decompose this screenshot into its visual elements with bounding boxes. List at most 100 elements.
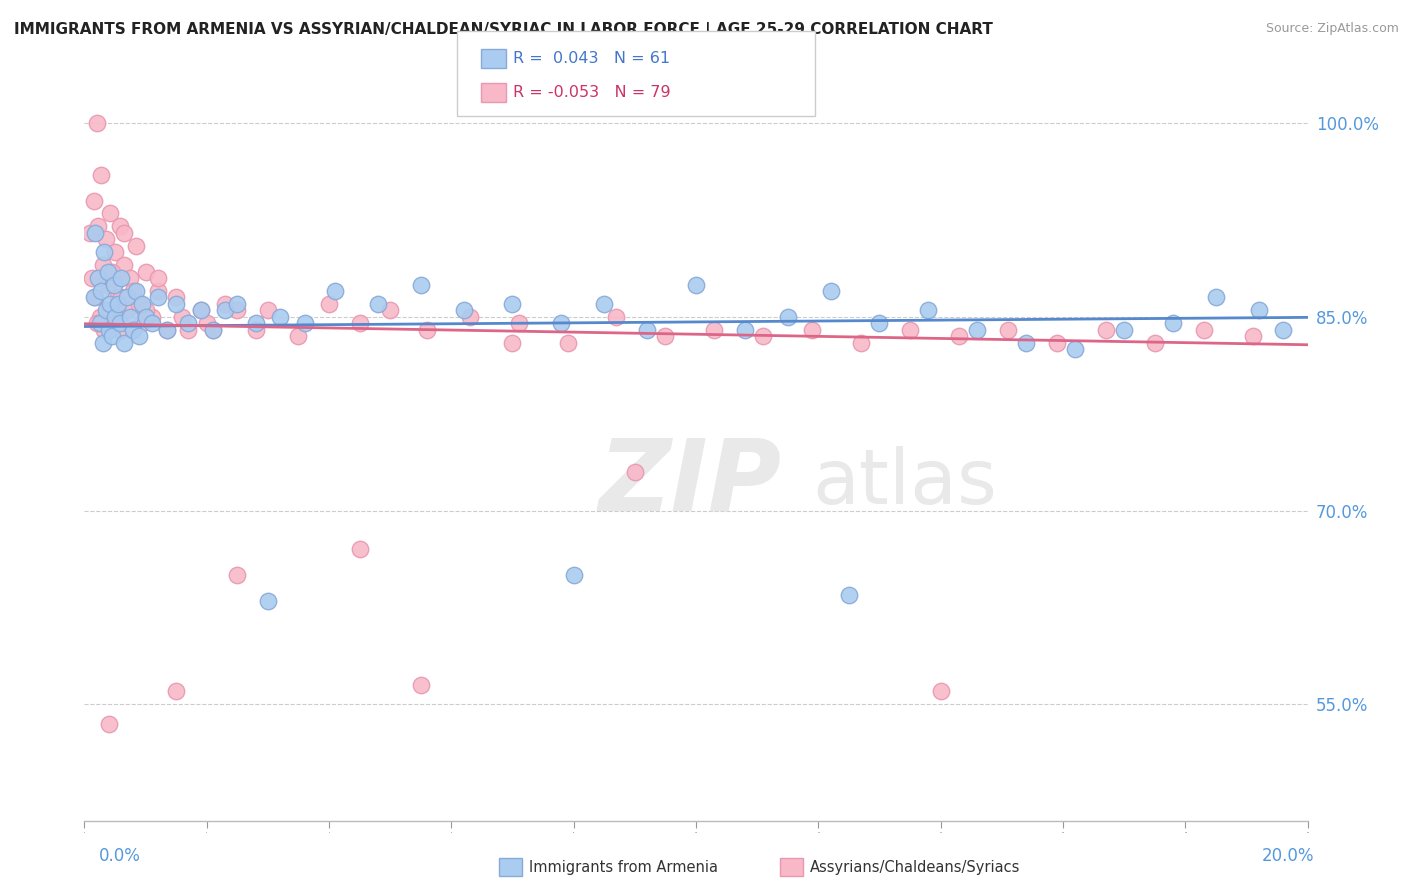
Point: [929, 684, 952, 698]
Point: [1114, 323, 1136, 337]
Point: [146, 290, 169, 304]
Point: [820, 284, 842, 298]
Text: atlas: atlas: [813, 447, 997, 520]
Point: [1143, 335, 1166, 350]
Point: [86, 116, 108, 130]
Point: [917, 303, 939, 318]
Point: [146, 284, 169, 298]
Point: [156, 323, 179, 337]
Point: [120, 310, 142, 324]
Text: R = -0.053   N = 79: R = -0.053 N = 79: [513, 85, 671, 100]
Point: [141, 316, 163, 330]
Point: [97, 323, 120, 337]
Point: [125, 284, 148, 298]
Point: [966, 323, 988, 337]
Point: [122, 323, 145, 337]
Point: [1272, 323, 1295, 337]
Point: [110, 323, 132, 337]
Point: [131, 297, 153, 311]
Point: [409, 678, 432, 692]
Point: [93, 245, 115, 260]
Point: [409, 277, 432, 292]
Point: [98, 297, 121, 311]
Point: [201, 323, 224, 337]
Point: [103, 316, 125, 330]
Point: [190, 303, 212, 318]
Point: [997, 323, 1019, 337]
Point: [214, 297, 236, 311]
Point: [226, 303, 249, 318]
Point: [104, 310, 127, 324]
Point: [380, 303, 402, 318]
Point: [97, 277, 120, 292]
Point: [502, 335, 524, 350]
Point: [131, 316, 153, 330]
Point: [1094, 323, 1116, 337]
Text: 20.0%: 20.0%: [1263, 847, 1315, 865]
Point: [508, 316, 530, 330]
Point: [367, 297, 389, 311]
Point: [294, 316, 316, 330]
Point: [849, 335, 872, 350]
Point: [557, 335, 579, 350]
Point: [112, 335, 135, 350]
Point: [838, 588, 860, 602]
Point: [128, 297, 150, 311]
Point: [562, 568, 585, 582]
Point: [1192, 323, 1215, 337]
Point: [89, 310, 111, 324]
Point: [776, 310, 799, 324]
Point: [94, 232, 117, 246]
Point: [214, 303, 236, 318]
Point: [165, 684, 187, 698]
Point: [135, 264, 157, 278]
Point: [416, 323, 439, 337]
Point: [87, 219, 110, 234]
Point: [107, 290, 129, 304]
Point: [83, 194, 105, 208]
Point: [82, 271, 104, 285]
Point: [141, 310, 163, 324]
Point: [108, 316, 131, 330]
Point: [172, 310, 194, 324]
Text: R =  0.043   N = 61: R = 0.043 N = 61: [513, 51, 671, 66]
Point: [269, 310, 291, 324]
Point: [605, 310, 627, 324]
Point: [122, 323, 145, 337]
Point: [91, 258, 114, 272]
Point: [90, 284, 112, 298]
Point: [97, 716, 120, 731]
Point: [869, 316, 891, 330]
Point: [125, 239, 148, 253]
Point: [287, 329, 309, 343]
Point: [226, 568, 249, 582]
Point: [146, 271, 169, 285]
Point: [1015, 335, 1038, 350]
Point: [122, 284, 145, 298]
Point: [349, 316, 371, 330]
Point: [245, 323, 267, 337]
Point: [636, 323, 658, 337]
Point: [112, 258, 135, 272]
Point: [86, 316, 108, 330]
Point: [226, 297, 249, 311]
Point: [135, 310, 157, 324]
Point: [165, 290, 187, 304]
Point: [107, 297, 129, 311]
Point: [1247, 303, 1270, 318]
Point: [898, 323, 921, 337]
Point: [83, 290, 105, 304]
Point: [318, 297, 340, 311]
Point: [91, 335, 114, 350]
Point: [624, 465, 647, 479]
Point: [103, 277, 125, 292]
Point: [453, 303, 475, 318]
Point: [550, 316, 572, 330]
Point: [84, 226, 107, 240]
Point: [1241, 329, 1264, 343]
Point: [101, 264, 124, 278]
Point: [89, 316, 111, 330]
Point: [115, 303, 138, 318]
Point: [84, 290, 107, 304]
Point: [195, 316, 218, 330]
